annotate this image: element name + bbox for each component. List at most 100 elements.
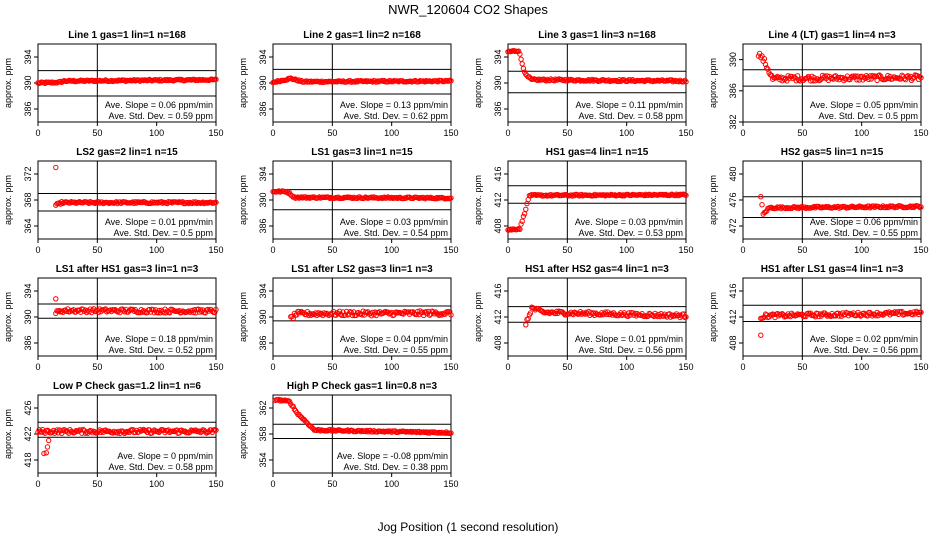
std-dev-annotation: Ave. Std. Dev. = 0.38 ppm [344, 462, 448, 472]
x-tick-label: 0 [740, 245, 745, 255]
y-tick-label: 390 [258, 75, 268, 90]
data-point [764, 65, 770, 71]
data-point [910, 312, 916, 318]
y-tick-label: 394 [23, 283, 33, 298]
data-point [519, 61, 525, 67]
data-point [874, 77, 880, 84]
data-points [523, 304, 689, 328]
data-point [277, 398, 283, 404]
data-point [778, 74, 784, 80]
data-point [918, 204, 924, 210]
x-tick-label: 0 [270, 128, 275, 138]
y-tick-label: 386 [23, 335, 33, 350]
y-tick-label: 358 [258, 426, 268, 441]
y-tick-label: 390 [258, 309, 268, 324]
data-point [371, 194, 377, 200]
y-axis-label: approx. ppm [238, 175, 248, 225]
std-dev-annotation: Ave. Std. Dev. = 0.59 ppm [109, 111, 213, 121]
x-tick-label: 100 [854, 362, 869, 372]
data-point [761, 56, 768, 62]
data-point [447, 309, 453, 315]
y-tick-label: 368 [23, 192, 33, 207]
panel-10: LS1 after LS2 gas=3 lin=1 n=3 0 50 100 150 38… [238, 264, 459, 372]
x-tick-label: 0 [270, 479, 275, 489]
x-tick-label: 50 [327, 362, 337, 372]
panel-title: LS1 gas=3 lin=1 n=15 [311, 147, 413, 158]
data-point [641, 192, 648, 199]
data-point [683, 314, 689, 320]
y-tick-label: 386 [493, 101, 503, 116]
y-tick-label: 390 [23, 309, 33, 324]
x-tick-label: 100 [619, 362, 634, 372]
y-tick-label: 408 [493, 335, 503, 350]
data-point [213, 306, 219, 313]
scatter-panels: Line 1 gas=1 lin=1 n=168 0 50 100 150 386 390 3… [3, 30, 929, 489]
slope-annotation: Ave. Slope = 0.13 ppm/min [340, 100, 448, 110]
data-point [798, 204, 804, 210]
data-point [413, 311, 420, 318]
y-tick-label: 416 [728, 283, 738, 298]
data-point [296, 308, 302, 315]
data-point [584, 77, 591, 84]
data-point [527, 193, 534, 199]
data-point [53, 296, 59, 302]
data-point [576, 77, 582, 83]
y-tick-label: 476 [728, 192, 738, 207]
data-point [46, 437, 52, 444]
data-point [824, 313, 830, 319]
y-tick-label: 386 [258, 335, 268, 350]
x-tick-label: 100 [149, 479, 164, 489]
data-point [892, 74, 898, 80]
panel-13: Low P Check gas=1.2 lin=1 n=6 0 50 100 150 41… [3, 381, 224, 489]
data-point [683, 79, 689, 85]
x-tick-label: 0 [35, 128, 40, 138]
data-point [139, 427, 146, 434]
data-point [213, 76, 219, 83]
slope-annotation: Ave. Slope = 0.05 ppm/min [810, 100, 918, 110]
data-point [627, 77, 633, 83]
y-tick-label: 386 [258, 218, 268, 233]
y-tick-label: 390 [23, 75, 33, 90]
slope-annotation: Ave. Slope = 0.03 ppm/min [575, 217, 683, 227]
x-tick-label: 150 [443, 479, 458, 489]
data-point [517, 226, 523, 233]
panel-title: Line 4 (LT) gas=1 lin=4 n=3 [768, 30, 896, 41]
data-point [364, 427, 370, 434]
data-point [295, 78, 301, 84]
data-point [190, 309, 197, 316]
data-point [297, 310, 303, 316]
y-tick-label: 412 [493, 192, 503, 207]
x-tick-label: 50 [92, 128, 102, 138]
data-point [43, 450, 49, 456]
data-points [270, 75, 454, 86]
y-tick-label: 354 [258, 452, 268, 467]
y-tick-label: 408 [493, 218, 503, 233]
x-tick-label: 150 [913, 245, 928, 255]
panel-title: High P Check gas=1 lin=0.8 n=3 [287, 381, 438, 392]
std-dev-annotation: Ave. Std. Dev. = 0.5 ppm [819, 111, 918, 121]
data-point [516, 48, 522, 54]
std-dev-annotation: Ave. Std. Dev. = 0.5 ppm [114, 228, 213, 238]
x-tick-label: 100 [384, 479, 399, 489]
x-tick-label: 0 [740, 128, 745, 138]
y-tick-label: 386 [23, 101, 33, 116]
x-tick-label: 150 [443, 245, 458, 255]
data-point [771, 311, 777, 318]
data-point [561, 77, 567, 84]
data-point [586, 76, 592, 83]
y-tick-label: 364 [23, 218, 33, 233]
panel-12: HS1 after LS1 gas=4 lin=1 n=3 0 50 100 150 40… [708, 264, 929, 372]
y-axis-label: approx. ppm [473, 292, 483, 342]
x-tick-label: 50 [92, 479, 102, 489]
x-tick-label: 0 [35, 362, 40, 372]
data-point [915, 203, 922, 210]
y-tick-label: 412 [493, 309, 503, 324]
data-point [683, 192, 689, 199]
data-points [53, 164, 219, 208]
panel-title: Line 2 gas=1 lin=2 n=168 [303, 30, 421, 41]
x-tick-label: 0 [270, 362, 275, 372]
y-tick-label: 408 [728, 335, 738, 350]
data-point [186, 200, 192, 207]
x-tick-label: 150 [443, 128, 458, 138]
y-tick-label: 412 [728, 309, 738, 324]
